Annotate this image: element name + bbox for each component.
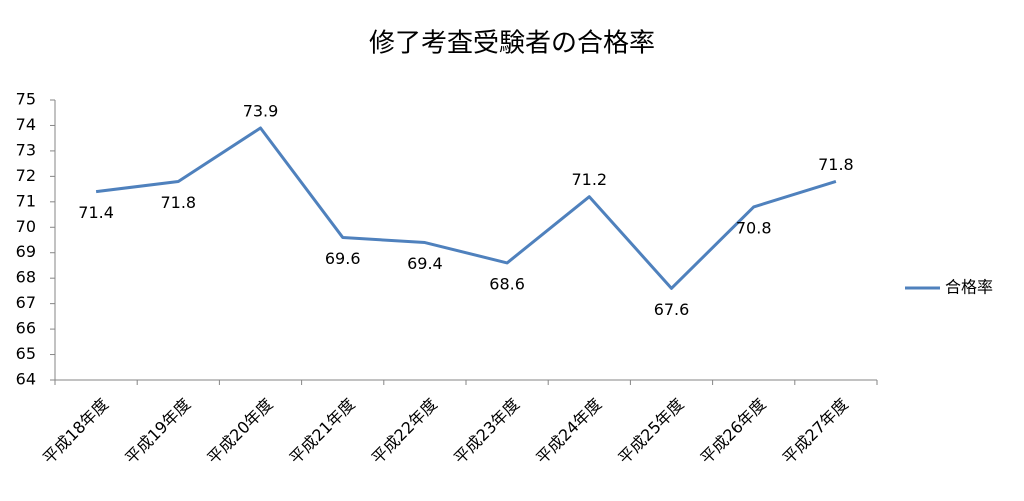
legend-label: 合格率 [945,278,993,297]
x-tick-label: 平成24年度 [532,395,605,468]
x-tick-label: 平成21年度 [286,395,359,468]
y-tick-label: 65 [16,344,36,363]
y-tick-label: 69 [16,242,36,261]
y-tick-label: 66 [16,319,36,338]
x-tick-label: 平成18年度 [39,395,112,468]
x-tick-label: 平成22年度 [368,395,441,468]
chart-title: 修了考査受験者の合格率 [369,29,655,59]
data-label: 68.6 [489,274,525,293]
data-label: 73.9 [243,102,279,121]
y-tick-label: 71 [16,191,36,210]
y-tick-label: 75 [16,90,36,109]
x-tick-label: 平成19年度 [121,395,194,468]
y-tick-label: 74 [16,115,36,134]
y-tick-label: 72 [16,166,36,185]
line [95,126,837,290]
data-label: 69.6 [325,249,361,268]
y-tick-label: 67 [16,293,36,312]
data-label: 71.8 [818,155,854,174]
data-label: 69.4 [407,254,443,273]
y-tick-label: 68 [16,268,36,287]
data-label: 67.6 [654,300,690,319]
data-label: 71.8 [160,193,196,212]
x-tick-label: 平成23年度 [450,395,523,468]
data-label: 71.2 [571,170,607,189]
data-label: 70.8 [736,218,772,237]
x-tick-label: 平成27年度 [779,395,852,468]
data-label: 71.4 [78,203,114,222]
y-tick-label: 70 [16,217,36,236]
x-tick-label: 平成26年度 [697,395,770,468]
y-tick-label: 64 [16,370,36,389]
x-tick-label: 平成25年度 [614,395,687,468]
y-tick-label: 73 [16,140,36,159]
x-tick-label: 平成20年度 [203,395,276,468]
